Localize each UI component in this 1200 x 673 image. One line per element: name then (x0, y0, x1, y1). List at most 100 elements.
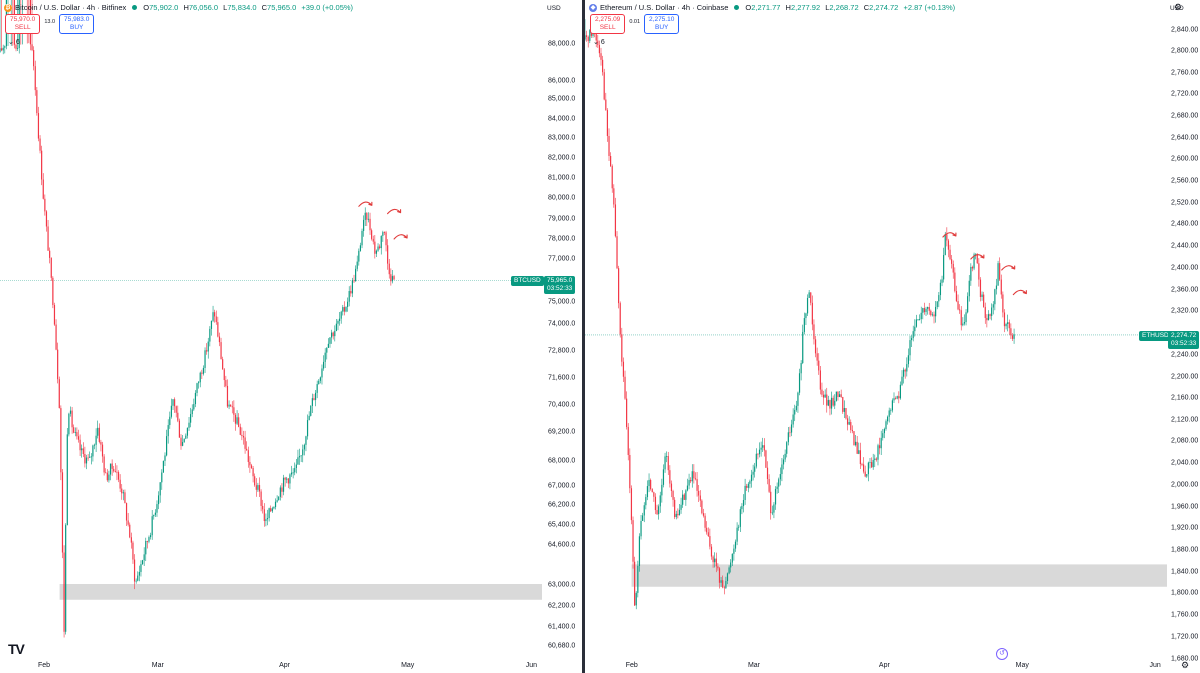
candle-body (77, 436, 80, 440)
candle-body (334, 330, 336, 337)
candle-body (614, 204, 617, 237)
candle-body (731, 553, 733, 563)
candle-body (186, 427, 189, 436)
y-axis-tick-label: 2,680.00 (1171, 113, 1198, 120)
candle-body (790, 424, 793, 433)
candle-body (991, 307, 993, 316)
candle-body (726, 573, 729, 582)
eth-chart-panel[interactable]: 2,840.00 2,800.00 2,760.00 2,720.00 2,680.00… (585, 0, 1200, 673)
candle-body (108, 474, 110, 481)
candle-body (650, 479, 652, 490)
candle-body (965, 312, 967, 323)
candle-body (587, 36, 589, 41)
btc-indicators-toggle[interactable]: ⌄ 6 (8, 38, 20, 46)
candle-body (720, 580, 722, 583)
candle-body (914, 326, 916, 332)
candle-body (890, 410, 892, 412)
candle-body (827, 400, 829, 406)
candle-body (322, 361, 325, 369)
btc-sell-button[interactable]: 75,970.0 SELL (5, 14, 41, 34)
candle-body (822, 394, 825, 398)
candle-body (185, 435, 187, 439)
gear-icon[interactable]: ⚙ (1174, 2, 1183, 12)
btc-spread-value: 13.0 (44, 19, 56, 25)
candle-body (816, 353, 818, 361)
y-axis-tick-label: 2,840.00 (1171, 27, 1198, 34)
go-to-realtime-icon[interactable]: ↺ (996, 648, 1008, 660)
y-axis-tick-label: 68,000.0 (548, 458, 575, 465)
candle-body (82, 448, 84, 454)
candle-body (84, 453, 86, 464)
candle-body (247, 450, 249, 462)
btc-currency-label[interactable]: USD (547, 5, 561, 12)
y-axis-tick-label: 62,200.0 (548, 603, 575, 610)
candle-body (955, 291, 958, 302)
eth-buy-button[interactable]: 2,275.10 BUY (644, 14, 680, 34)
candle-body (750, 474, 753, 482)
candle-body (385, 232, 387, 246)
eth-price-chart[interactable]: 2,840.00 2,800.00 2,760.00 2,720.00 2,680.00… (585, 0, 1200, 673)
candle-body (875, 458, 877, 460)
candle-body (606, 110, 609, 137)
market-open-status-icon (734, 5, 740, 10)
tradingview-logo[interactable]: TV (8, 641, 25, 657)
candle-body (947, 240, 950, 250)
candle-body (36, 90, 38, 114)
btc-chart-panel[interactable]: 88,000.0 86,000.0 85,000.0 84,000.0 83,000.0… (0, 0, 582, 673)
candle-body (45, 211, 48, 227)
candle-body (87, 457, 89, 459)
candle-body (114, 471, 116, 473)
candle-body (57, 349, 59, 380)
btc-symbol-title[interactable]: Bitcoin / U.S. Dollar · 4h · Bitfinex (15, 3, 127, 12)
chart-settings-icon[interactable]: ⚙ (1181, 660, 1190, 670)
eth-spread-value: 0.01 (629, 19, 641, 25)
candle-body (295, 464, 297, 469)
eth-currency-label[interactable]: USD (1170, 5, 1184, 12)
y-axis-tick-label: 88,000.0 (548, 41, 575, 48)
eth-high-value: 2,277.92 (790, 3, 821, 12)
x-axis-month-label: May (1016, 662, 1030, 669)
candle-body (654, 496, 657, 511)
candle-body (738, 526, 740, 528)
candle-body (744, 485, 746, 500)
candle-body (862, 464, 865, 472)
btc-buy-button[interactable]: 75,983.0 BUY (59, 14, 95, 34)
candle-body (717, 566, 719, 569)
candle-body (936, 301, 938, 307)
btc-bar-countdown: 03:52:33 (547, 285, 573, 292)
candle-body (832, 397, 834, 406)
candle-body (338, 318, 341, 321)
candle-body (60, 408, 62, 473)
eth-sell-button[interactable]: 2,275.09 SELL (590, 14, 626, 34)
candle-body (853, 431, 855, 446)
y-axis-tick-label: 1,840.00 (1171, 569, 1198, 576)
candle-body (598, 45, 601, 54)
candle-body (103, 456, 105, 473)
candle-body (140, 564, 142, 572)
btc-price-chart[interactable]: 88,000.0 86,000.0 85,000.0 84,000.0 83,000.0… (0, 0, 582, 673)
panel-divider[interactable] (582, 0, 585, 673)
candle-body (92, 445, 94, 457)
candle-body (1013, 334, 1015, 339)
y-axis-tick-label: 83,000.0 (548, 135, 575, 142)
candle-body (927, 307, 929, 309)
candle-body (383, 232, 386, 234)
candlestick-series (585, 14, 1015, 610)
y-axis-tick-label: 2,520.00 (1171, 200, 1198, 207)
btc-close-value: 75,965.0 (267, 3, 297, 12)
candle-body (813, 324, 815, 340)
eth-symbol-title[interactable]: Ethereum / U.S. Dollar · 4h · Coinbase (600, 3, 729, 12)
candle-body (803, 318, 805, 332)
candle-body (797, 392, 799, 406)
candle-body (978, 263, 980, 280)
candle-body (359, 245, 362, 251)
candle-body (327, 343, 329, 348)
btc-buy-price: 75,983.0 (64, 16, 90, 23)
curved-arrow-annotation (1001, 265, 1016, 271)
eth-indicators-toggle[interactable]: ⌄ 6 (593, 38, 605, 46)
y-axis-tick-label: 82,000.0 (548, 155, 575, 162)
candle-body (39, 138, 41, 151)
candle-body (757, 453, 759, 455)
candle-body (169, 416, 171, 426)
candle-body (667, 456, 669, 471)
